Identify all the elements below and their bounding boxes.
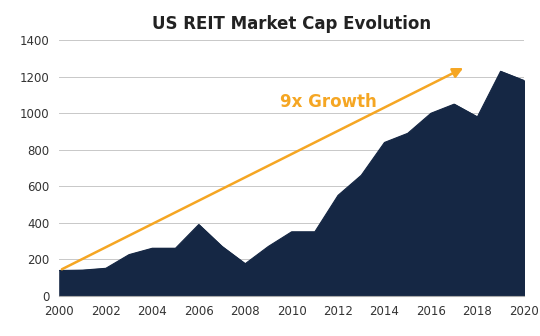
Title: US REIT Market Cap Evolution: US REIT Market Cap Evolution (152, 15, 431, 33)
Text: 9x Growth: 9x Growth (280, 93, 377, 111)
